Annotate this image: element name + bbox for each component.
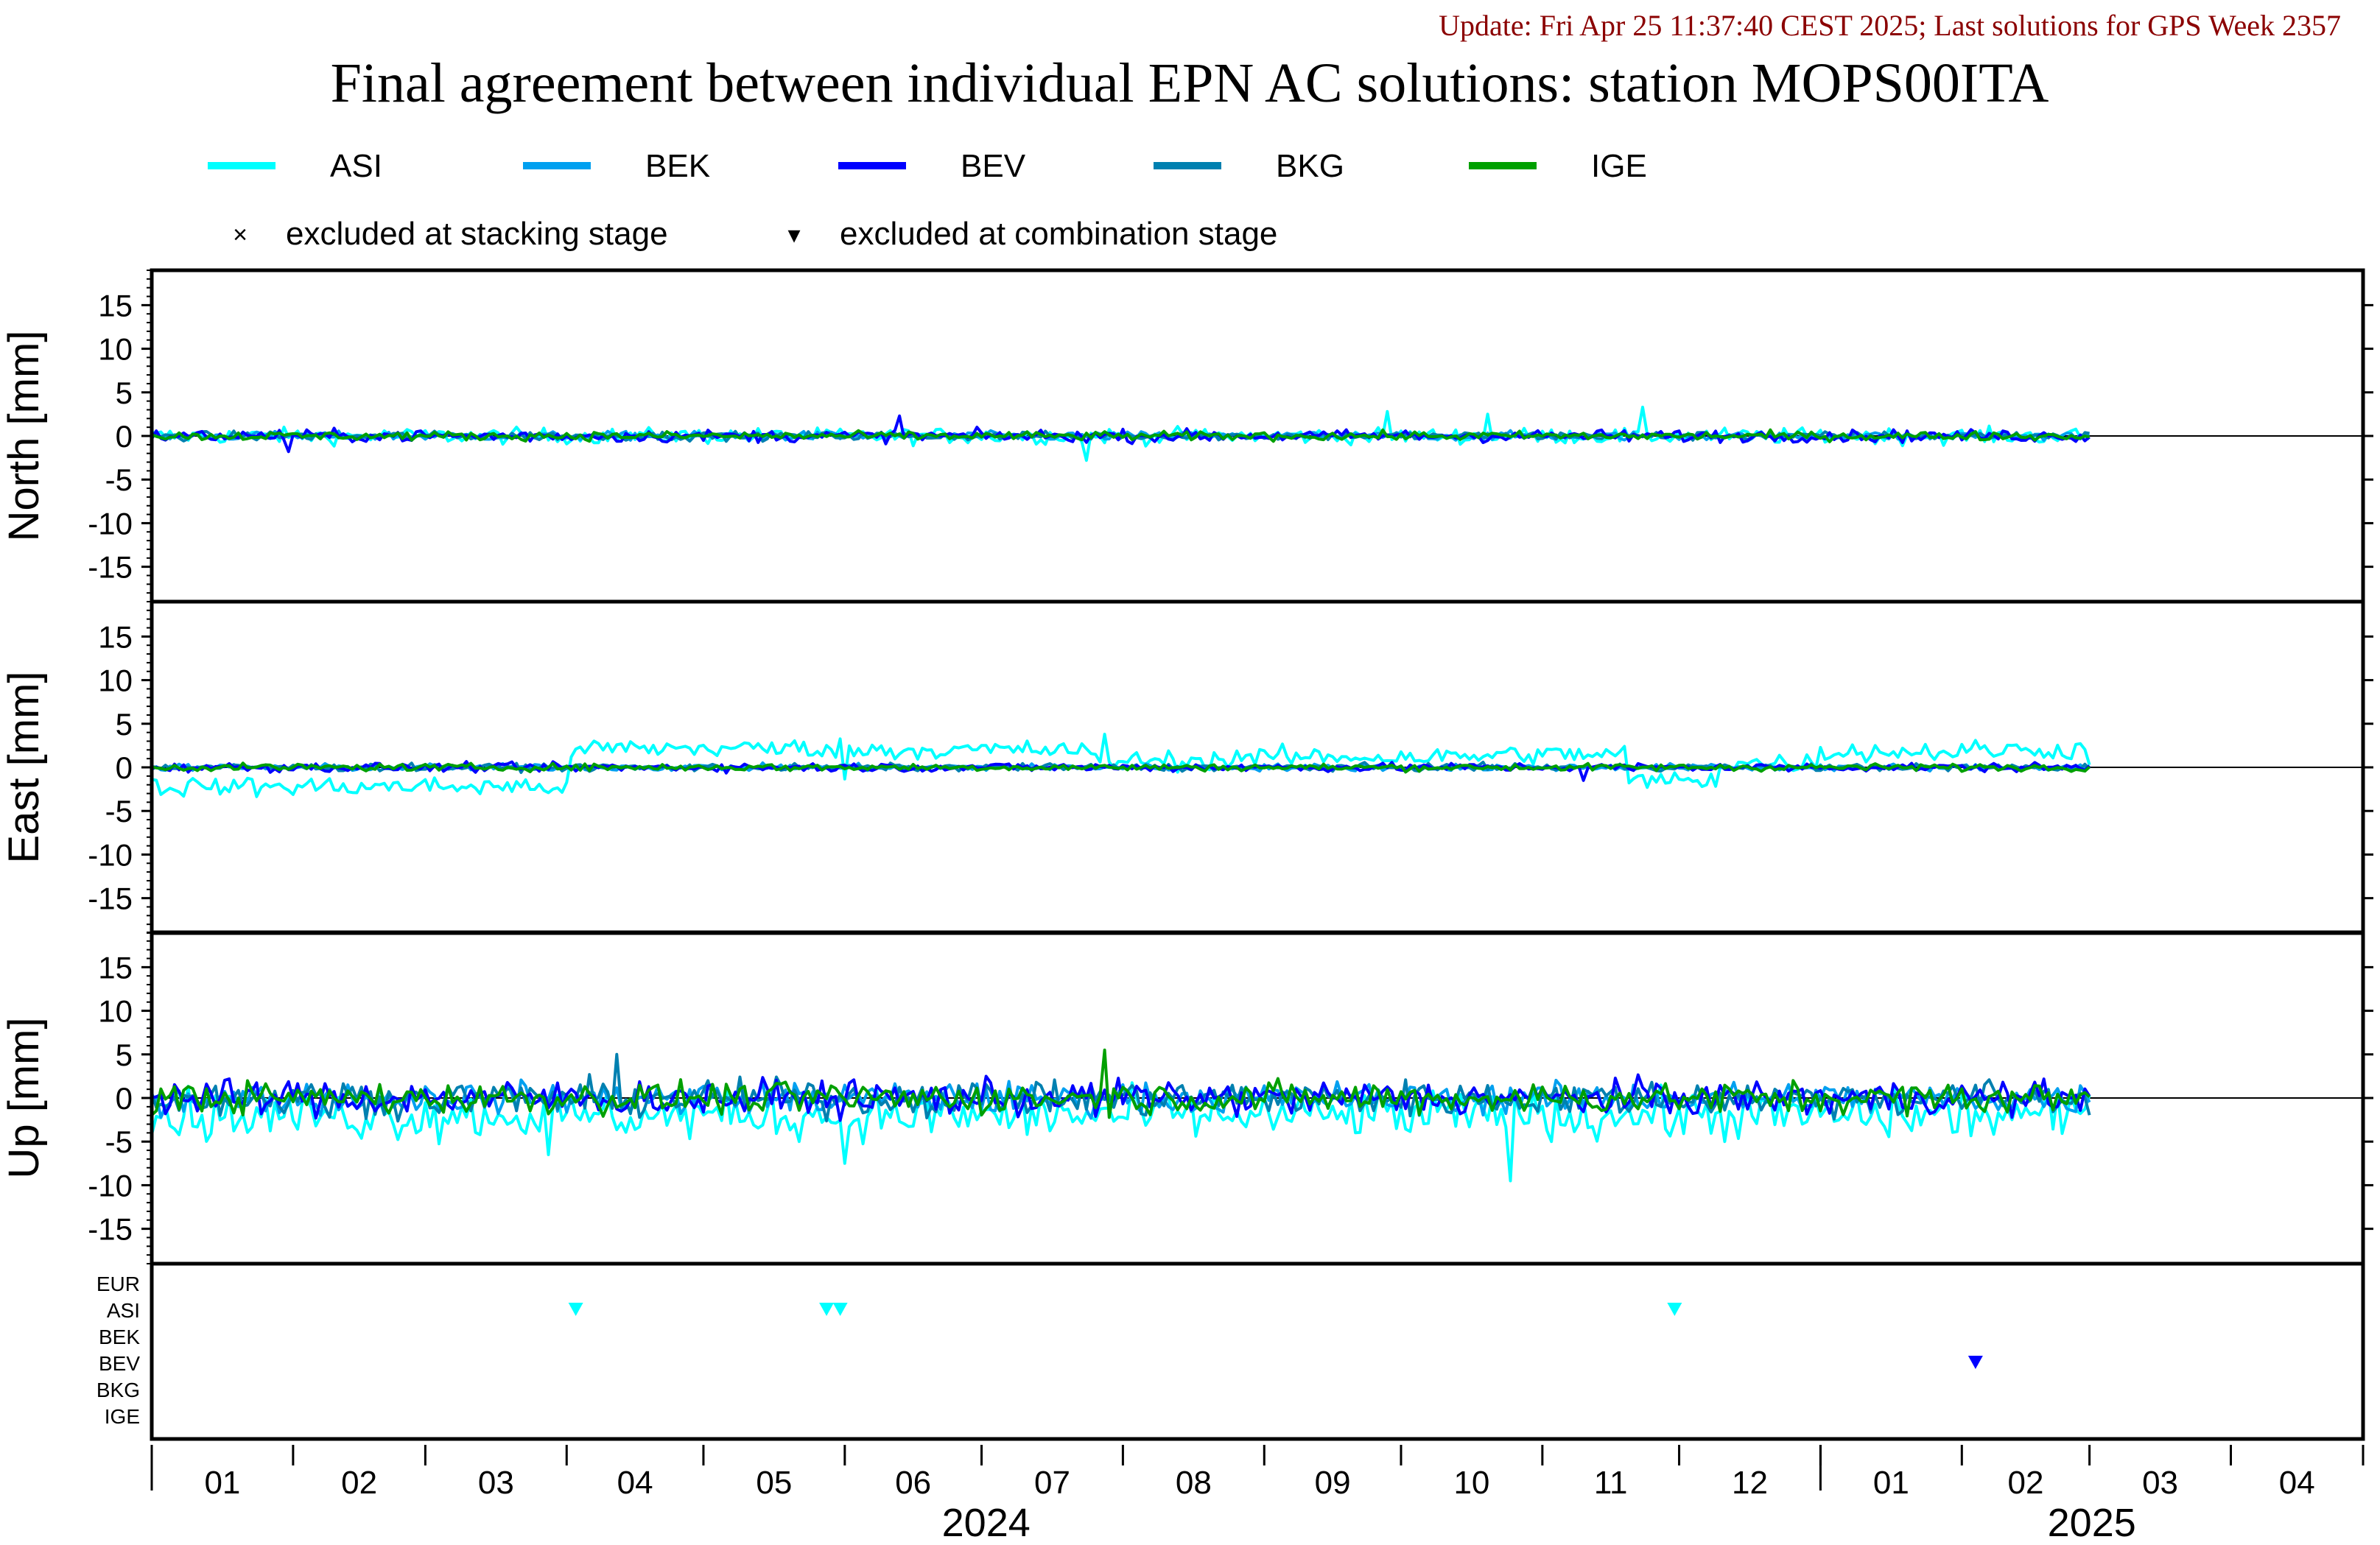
panel-north: 15 10 5 0 -5 -10 -15 North [mm]: [0, 268, 2373, 604]
y-axis-label: East [mm]: [0, 671, 48, 863]
exclusion-marker: [832, 1303, 848, 1316]
exclusion-row-label: ASI: [107, 1299, 140, 1322]
legend-label: ASI: [330, 148, 382, 184]
x-month-label: 10: [1453, 1465, 1489, 1501]
x-month-label: 08: [1176, 1465, 1212, 1501]
x-year-label: 2024: [942, 1501, 1031, 1545]
legend-marker-label: excluded at stacking stage: [286, 216, 668, 252]
y-tick-label: 5: [116, 376, 133, 410]
y-tick-label: 0: [116, 750, 133, 785]
x-month-label: 05: [756, 1465, 792, 1501]
legend-item-bkg: BKG: [1154, 148, 1344, 184]
x-month-label: 01: [204, 1465, 240, 1501]
legend-item-asi: ASI: [208, 148, 382, 184]
exclusion-marker: [819, 1303, 835, 1316]
x-month-label: 09: [1315, 1465, 1351, 1501]
x-year-label: 2025: [2048, 1501, 2136, 1545]
x-month-label: 03: [2142, 1465, 2178, 1501]
y-axis-label: North [mm]: [0, 331, 48, 542]
legend-item-bek: BEK: [523, 148, 710, 184]
x-month-label: 03: [478, 1465, 514, 1501]
y-tick-label: 10: [98, 332, 133, 367]
y-tick-label: -15: [88, 550, 133, 585]
series-line-bev: [151, 760, 2091, 782]
legend-label: IGE: [1591, 148, 1647, 184]
panel-east: 15 10 5 0 -5 -10 -15 East [mm]: [0, 599, 2373, 935]
y-tick-label: -5: [105, 462, 133, 497]
y-tick-label: 5: [116, 707, 133, 742]
legend: ASI BEK BEV BKG IGE × excluded at stacking sta…: [208, 148, 1647, 252]
x-month-label: 11: [1594, 1465, 1628, 1501]
legend-marker-item: ▾ excluded at combination stage: [787, 216, 1277, 252]
x-month-label: 07: [1034, 1465, 1070, 1501]
exclusion-marker: [1967, 1356, 1983, 1369]
exclusion-marker: [568, 1303, 583, 1316]
exclusion-row-label: IGE: [105, 1405, 140, 1428]
y-tick-label: 15: [98, 619, 133, 654]
exclusion-marker: [1667, 1303, 1682, 1316]
y-tick-label: -10: [88, 837, 133, 872]
triangle-down-icon: ▾: [787, 221, 800, 249]
chart-title: Final agreement between individual EPN A…: [331, 52, 2049, 114]
x-month-label: 04: [2279, 1465, 2315, 1501]
y-tick-label: 10: [98, 664, 133, 698]
legend-label: BEK: [645, 148, 710, 184]
y-tick-label: 5: [116, 1038, 133, 1072]
panels: 15 10 5 0 -5 -10 -15 North [mm] 15 10 5 0 -5 -10 -15 Ea…: [0, 268, 2373, 1266]
x-month-label: 02: [341, 1465, 377, 1501]
y-tick-label: -5: [105, 1125, 133, 1159]
y-tick-label: -10: [88, 506, 133, 541]
y-tick-label: 10: [98, 994, 133, 1029]
panel-up: 15 10 5 0 -5 -10 -15 Up [mm]: [0, 930, 2373, 1266]
exclusion-row-label: BEK: [99, 1326, 140, 1348]
exclusion-row-label: EUR: [96, 1273, 140, 1295]
update-text: Update: Fri Apr 25 11:37:40 CEST 2025; L…: [1439, 9, 2341, 42]
x-month-label: 01: [1873, 1465, 1909, 1501]
series-line-ige: [150, 1048, 2091, 1119]
exclusion-row-label: BKG: [96, 1379, 140, 1401]
y-axis-label: Up [mm]: [0, 1017, 48, 1178]
x-month-label: 04: [617, 1465, 653, 1501]
legend-item-bev: BEV: [838, 148, 1026, 184]
legend-label: BEV: [961, 148, 1026, 184]
y-tick-label: 15: [98, 950, 133, 985]
series-line-ige: [151, 761, 2091, 774]
x-month-label: 12: [1732, 1465, 1768, 1501]
x-month-label: 06: [895, 1465, 931, 1501]
exclusion-frame: [150, 1261, 2365, 1441]
y-tick-label: -5: [105, 794, 133, 828]
exclusion-panel: EUR ASI BEK BEV BKG IGE: [96, 1261, 2365, 1441]
y-tick-label: -15: [88, 1212, 133, 1247]
x-axis: 01 02 03 04 05 06 07 08 09 10 11 12 01 02 03 04 2024 2025: [150, 1445, 2365, 1545]
x-month-label: 02: [2007, 1465, 2043, 1501]
y-tick-label: -15: [88, 881, 133, 916]
y-tick-label: 0: [116, 1081, 133, 1116]
exclusion-row-label: BEV: [99, 1352, 140, 1375]
series-line-ige: [151, 428, 2090, 443]
cross-icon: ×: [233, 221, 248, 249]
legend-marker-item: × excluded at stacking stage: [233, 216, 667, 252]
legend-marker-label: excluded at combination stage: [840, 216, 1277, 252]
legend-label: BKG: [1276, 148, 1344, 184]
y-tick-label: 0: [116, 419, 133, 454]
y-tick-label: 15: [98, 288, 133, 323]
y-tick-label: -10: [88, 1168, 133, 1203]
legend-item-ige: IGE: [1469, 148, 1647, 184]
